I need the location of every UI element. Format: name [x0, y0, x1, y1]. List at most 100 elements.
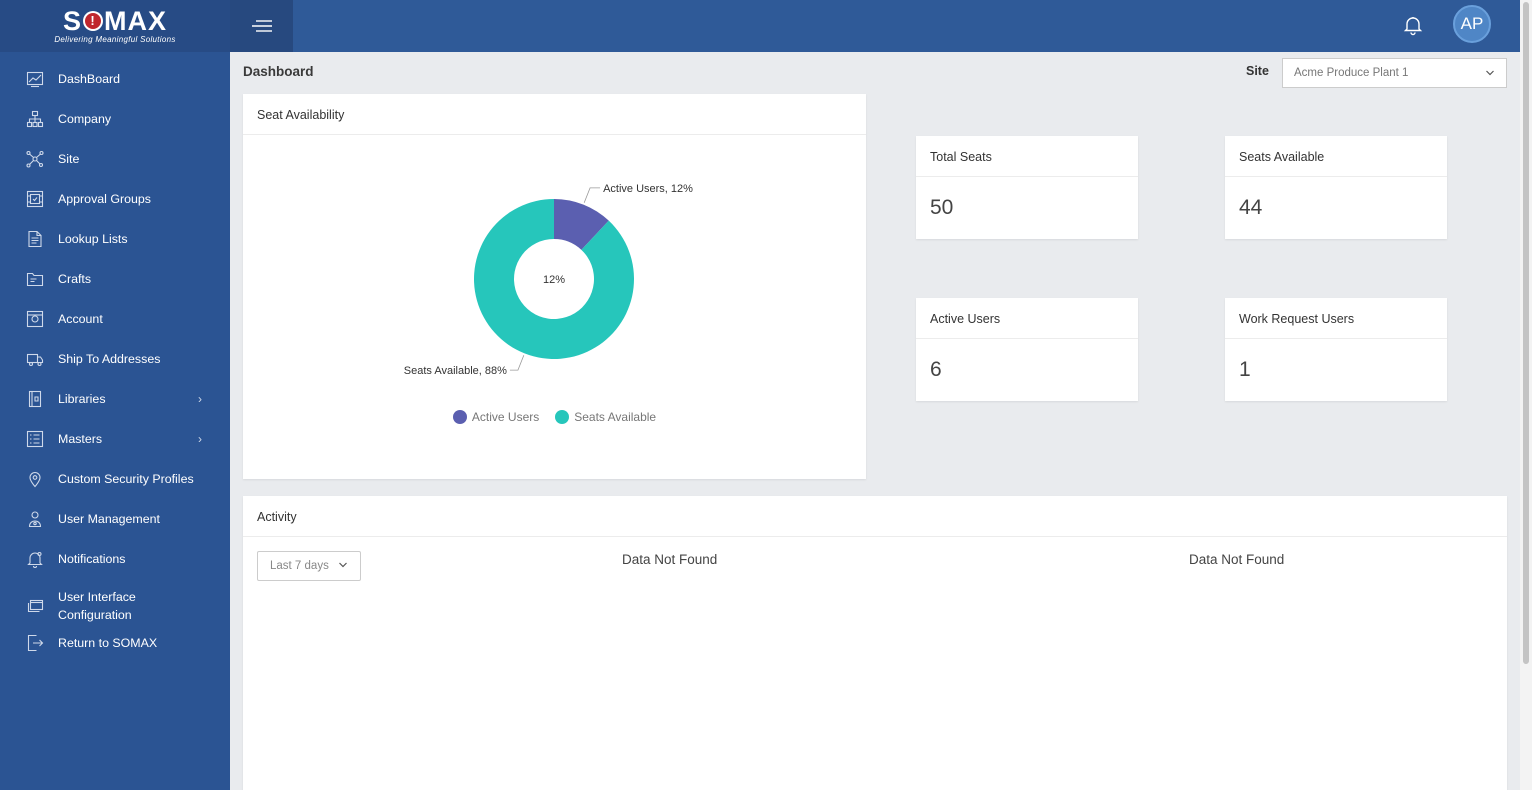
sidebar-item-lookup-lists[interactable]: Lookup Lists — [0, 219, 230, 259]
sidebar-item-label-line2: Configuration — [58, 608, 132, 622]
logo-text-start: S — [62, 6, 82, 36]
legend-swatch — [452, 410, 467, 424]
chevron-down-icon — [339, 562, 347, 568]
sidebar-item-label: Libraries — [58, 392, 106, 406]
sidebar-item-label: Return to SOMAX — [58, 636, 158, 650]
sidebar-item-ship-to-addresses[interactable]: Ship To Addresses — [0, 339, 230, 379]
legend-swatch — [555, 410, 570, 424]
no-data-message: Data Not Found — [622, 552, 718, 567]
page-scrollbar[interactable] — [1520, 0, 1532, 790]
stat-label: Work Request Users — [1225, 298, 1447, 339]
sidebar-item-custom-security-profiles[interactable]: Custom Security Profiles — [0, 459, 230, 499]
label-leader-line — [509, 355, 525, 371]
site-select-value: Acme Produce Plant 1 — [1294, 67, 1409, 79]
stat-value: 50 — [930, 196, 954, 219]
sidebar-item-label: Company — [58, 112, 112, 126]
stat-label: Total Seats — [916, 136, 1138, 177]
activity-title: Activity — [243, 496, 1507, 537]
sidebar-item-site[interactable]: Site — [0, 139, 230, 179]
chevron-right-icon: › — [198, 432, 202, 446]
approval-groups-icon — [26, 190, 44, 208]
sidebar-item-label: Ship To Addresses — [58, 352, 161, 366]
stat-card-work-request-users: Work Request Users 1 — [1225, 298, 1447, 401]
somax-logo[interactable]: S MAX Delivering Meaningful Solutions — [0, 0, 230, 52]
sidebar-item-account[interactable]: Account — [0, 299, 230, 339]
windows-icon — [26, 597, 44, 615]
account-icon — [26, 310, 44, 328]
slice-seats-available[interactable] — [474, 199, 634, 359]
logo-alert-icon — [83, 11, 103, 31]
sidebar-item-label: User Interface Configuration — [58, 588, 136, 624]
sidebar-item-user-management[interactable]: User Management — [0, 499, 230, 539]
chevron-down-icon — [1486, 70, 1494, 76]
logo-wordmark: S MAX — [62, 6, 167, 36]
chart-line-icon — [26, 70, 44, 88]
org-chart-icon — [26, 110, 44, 128]
top-bar: AP — [230, 0, 1520, 52]
sidebar-item-label: User Management — [58, 512, 160, 526]
legend-item-seats-available[interactable]: Seats Available — [555, 410, 656, 424]
page-title: Dashboard — [243, 64, 314, 79]
logo-tagline: Delivering Meaningful Solutions — [54, 35, 176, 44]
sidebar-item-notifications[interactable]: Notifications — [0, 539, 230, 579]
legend-label: Seats Available — [574, 410, 657, 424]
sidebar-item-label: Crafts — [58, 272, 92, 286]
sidebar-item-label: Masters — [58, 432, 103, 446]
sidebar-item-user-interface-configuration[interactable]: User Interface Configuration — [0, 579, 230, 633]
sidebar-item-libraries[interactable]: Libraries › — [0, 379, 230, 419]
folder-icon — [26, 270, 44, 288]
hamburger-menu-button[interactable] — [230, 0, 293, 52]
chevron-right-icon: › — [198, 392, 202, 406]
sidebar-item-crafts[interactable]: Crafts — [0, 259, 230, 299]
stat-value: 1 — [1239, 358, 1251, 381]
sidebar-item-label: Custom Security Profiles — [58, 472, 194, 486]
date-range-value: Last 7 days — [270, 560, 329, 572]
chart-legend: Active Users Seats Available — [243, 410, 866, 424]
legend-item-active-users[interactable]: Active Users — [452, 410, 540, 424]
stat-card-total-seats: Total Seats 50 — [916, 136, 1138, 239]
stat-label: Seats Available — [1225, 136, 1447, 177]
exit-icon — [26, 634, 44, 652]
sidebar-item-masters[interactable]: Masters › — [0, 419, 230, 459]
sidebar-item-label: Account — [58, 312, 103, 326]
user-avatar[interactable]: AP — [1453, 5, 1491, 43]
legend-label: Active Users — [471, 410, 540, 424]
logo-text-end: MAX — [104, 6, 167, 36]
scrollbar-thumb[interactable] — [1523, 2, 1529, 664]
seat-availability-title: Seat Availability — [243, 94, 866, 135]
sidebar-item-label: Site — [58, 152, 80, 166]
truck-icon — [26, 350, 44, 368]
sidebar-item-label: Approval Groups — [58, 192, 151, 206]
slice-active-users[interactable] — [554, 199, 609, 250]
checklist-icon — [26, 430, 44, 448]
donut-center-label: 12% — [543, 274, 565, 286]
map-pin-icon — [26, 470, 44, 488]
sidebar-item-return-to-somax[interactable]: Return to SOMAX — [0, 633, 230, 653]
no-data-message: Data Not Found — [1189, 552, 1285, 567]
network-icon — [26, 150, 44, 168]
seat-availability-donut-chart: 12% Active Users, 12% Seats Available, 88% — [404, 183, 693, 377]
stat-card-active-users: Active Users 6 — [916, 298, 1138, 401]
slice-data-label: Seats Available, 88% — [404, 365, 507, 377]
list-document-icon — [26, 230, 44, 248]
hamburger-icon — [251, 20, 272, 32]
date-range-select[interactable]: Last 7 days — [257, 551, 361, 581]
sidebar-item-label: Lookup Lists — [58, 232, 128, 246]
sidebar-item-company[interactable]: Company — [0, 99, 230, 139]
user-icon — [26, 510, 44, 528]
sidebar-item-dashboard[interactable]: DashBoard — [0, 59, 230, 99]
slice-data-label: Active Users, 12% — [603, 183, 693, 195]
site-select[interactable]: Acme Produce Plant 1 — [1282, 58, 1507, 88]
stat-label: Active Users — [916, 298, 1138, 339]
seat-availability-card: Seat Availability 12% Active Users, 12% Se… — [243, 94, 866, 479]
sidebar-item-label: DashBoard — [58, 72, 120, 86]
sidebar: S MAX Delivering Meaningful Solutions Das… — [0, 0, 230, 790]
sidebar-nav: DashBoard Company Site Approval Groups L… — [0, 52, 230, 653]
notification-bell-icon[interactable] — [1402, 14, 1424, 36]
sidebar-item-label-line1: User Interface — [58, 590, 136, 604]
activity-card: Activity Last 7 days Data Not Found Data… — [243, 496, 1507, 790]
sidebar-item-label: Notifications — [58, 552, 126, 566]
library-icon — [26, 390, 44, 408]
bell-settings-icon — [26, 550, 44, 568]
sidebar-item-approval-groups[interactable]: Approval Groups — [0, 179, 230, 219]
